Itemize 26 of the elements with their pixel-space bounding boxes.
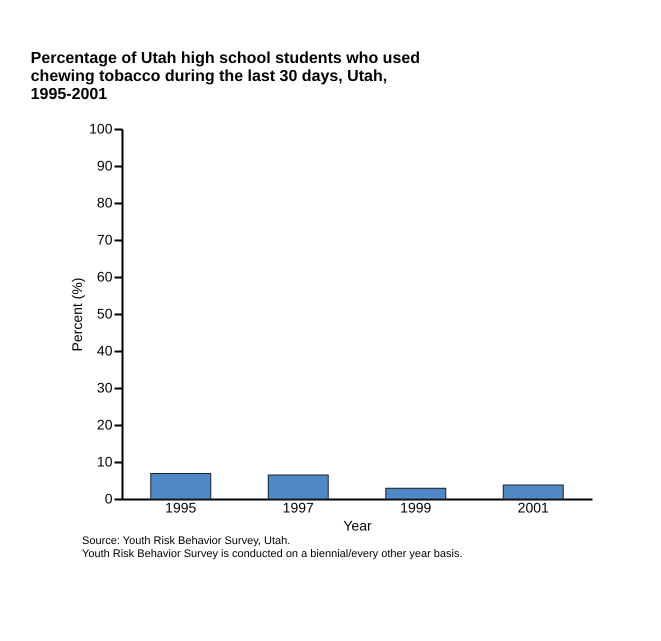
x-tick-label: 2001 (518, 500, 550, 516)
source-note: Source: Youth Risk Behavior Survey, Utah. (82, 535, 290, 547)
bar (385, 488, 446, 500)
text: chewing tobacco during the last 30 days, Utah, (30, 68, 388, 85)
y-tick-label: 10 (96, 454, 113, 470)
y-tick-label: 70 (96, 232, 113, 248)
y-axis-title: Percent (%) (69, 278, 86, 352)
y-tick-label: 100 (89, 120, 113, 136)
y-tick-label: 90 (96, 158, 113, 174)
text: 1995-2001 (30, 86, 108, 103)
y-tick-label: 50 (96, 306, 113, 322)
bar (502, 484, 564, 500)
y-tick-label: 40 (96, 342, 113, 358)
y-tick-label: 20 (96, 416, 113, 432)
text: Percentage of Utah high school students who used (30, 50, 420, 67)
text: Youth Risk Behavior Survey is conducted on a biennial/every other year basis. (82, 548, 463, 560)
x-tick-label: 1997 (282, 500, 314, 516)
y-tick-label: 30 (96, 380, 113, 396)
x-tick-label: 1995 (165, 500, 197, 516)
x-tick-label: 1999 (400, 500, 432, 516)
bar (268, 474, 329, 500)
y-tick-label: 60 (96, 268, 113, 284)
y-tick-label: 0 (104, 490, 113, 506)
y-tick-label: 80 (96, 194, 113, 210)
bar (150, 472, 212, 500)
x-axis-title: Year (343, 518, 372, 534)
